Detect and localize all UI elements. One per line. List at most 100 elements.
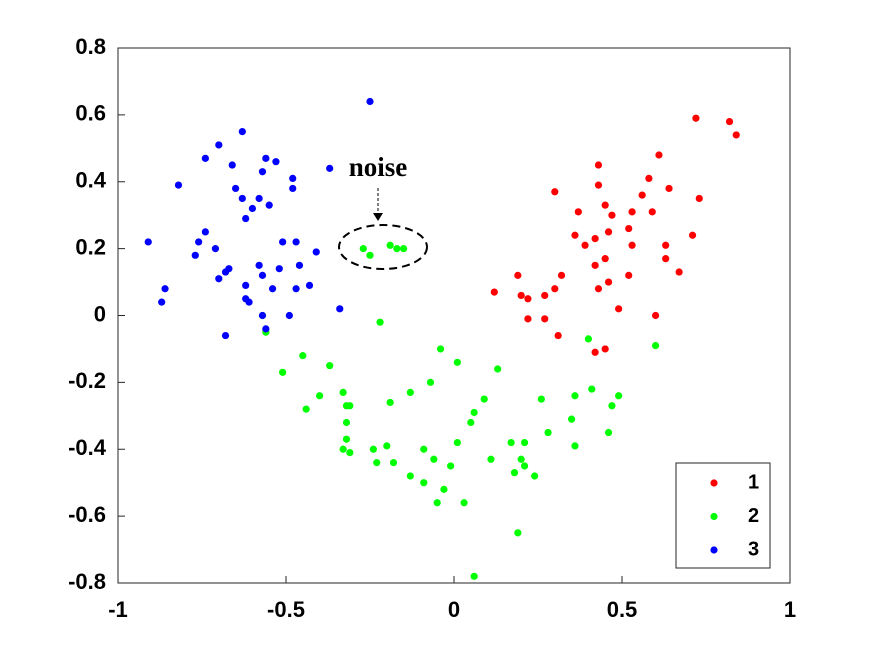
point xyxy=(568,415,576,423)
point xyxy=(258,168,267,176)
point xyxy=(692,114,700,122)
point xyxy=(662,241,670,249)
x-tick-label: -0.5 xyxy=(267,597,305,622)
point xyxy=(279,238,287,246)
point xyxy=(393,245,401,253)
point xyxy=(258,271,267,279)
x-tick-label: 0 xyxy=(448,597,460,622)
point xyxy=(520,462,529,470)
point xyxy=(645,174,653,183)
point xyxy=(490,288,498,296)
x-tick-label: 0.5 xyxy=(607,597,638,622)
y-tick-label: -0.2 xyxy=(68,368,106,393)
point xyxy=(275,265,283,273)
point xyxy=(221,268,230,276)
point xyxy=(591,348,599,356)
noise-arrowhead xyxy=(373,213,383,221)
point xyxy=(232,184,240,193)
point xyxy=(406,472,414,480)
point xyxy=(373,459,381,467)
point xyxy=(467,418,475,427)
legend-marker xyxy=(710,546,718,554)
point xyxy=(433,499,441,507)
point xyxy=(604,278,613,286)
y-tick-label: 0.4 xyxy=(75,168,106,193)
point xyxy=(242,281,250,290)
point xyxy=(268,285,277,293)
point xyxy=(383,442,391,450)
point xyxy=(195,238,203,246)
point xyxy=(426,378,435,386)
point xyxy=(447,462,455,470)
x-tick-label: -1 xyxy=(108,597,128,622)
point xyxy=(453,438,461,447)
point xyxy=(238,127,246,136)
point xyxy=(265,201,273,209)
legend-marker xyxy=(710,512,718,521)
point xyxy=(517,455,525,463)
point xyxy=(652,341,660,350)
point xyxy=(725,117,734,126)
point xyxy=(342,418,351,427)
point xyxy=(228,161,236,169)
point xyxy=(453,358,461,366)
y-tick-label: 0.2 xyxy=(75,234,106,259)
point xyxy=(544,428,552,437)
point xyxy=(517,291,525,300)
point xyxy=(601,201,609,209)
point xyxy=(201,154,209,162)
point xyxy=(255,261,263,269)
point xyxy=(161,285,169,293)
point xyxy=(514,271,522,279)
point xyxy=(255,194,263,203)
legend-label: 1 xyxy=(748,471,759,493)
point xyxy=(594,285,603,293)
point xyxy=(507,438,515,447)
point xyxy=(531,472,539,480)
point xyxy=(648,208,656,216)
point xyxy=(316,392,324,400)
point xyxy=(326,362,334,370)
legend-box xyxy=(675,462,771,569)
point xyxy=(191,251,199,259)
point xyxy=(299,352,307,360)
point xyxy=(144,238,152,246)
x-tick-label: 1 xyxy=(784,597,796,622)
point xyxy=(339,445,347,453)
point xyxy=(638,191,646,199)
point xyxy=(292,285,300,293)
y-tick-label: -0.6 xyxy=(68,502,106,527)
legend-marker xyxy=(710,479,718,487)
point xyxy=(342,435,351,443)
point xyxy=(520,438,529,447)
point xyxy=(615,392,623,400)
point xyxy=(262,154,270,162)
point xyxy=(604,228,613,236)
point xyxy=(386,241,394,249)
point xyxy=(551,285,559,293)
point xyxy=(541,315,549,323)
point xyxy=(215,141,223,149)
point xyxy=(591,234,599,243)
point xyxy=(625,224,633,233)
y-tick-label: 0.8 xyxy=(75,34,106,59)
point xyxy=(420,479,428,487)
point xyxy=(625,271,633,279)
point xyxy=(584,335,593,343)
point xyxy=(238,194,246,203)
point xyxy=(312,248,320,256)
point xyxy=(571,231,579,239)
point xyxy=(245,298,253,306)
point xyxy=(604,428,613,437)
point xyxy=(652,311,660,320)
point xyxy=(440,485,448,493)
y-tick-label: -0.8 xyxy=(68,569,106,594)
y-tick-label: 0 xyxy=(94,301,106,326)
point xyxy=(366,251,374,259)
point xyxy=(524,295,532,303)
point xyxy=(279,368,287,376)
point xyxy=(510,469,519,477)
point xyxy=(675,268,683,276)
point xyxy=(400,245,408,253)
